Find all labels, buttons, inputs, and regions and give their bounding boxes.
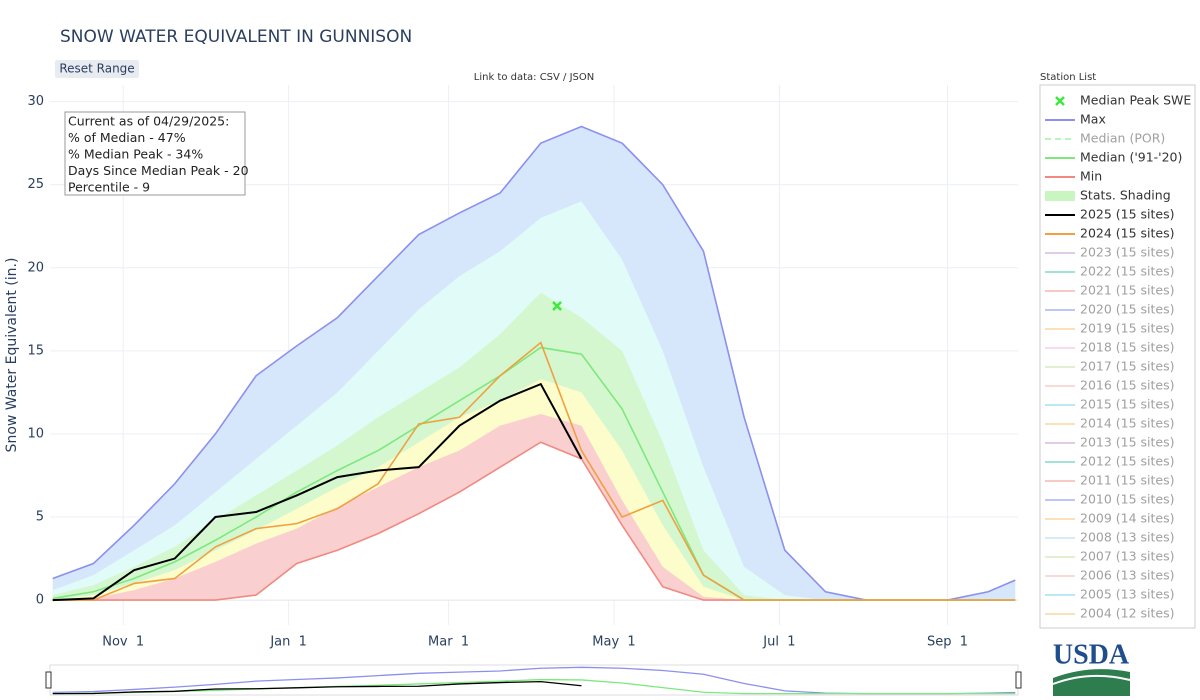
series-line — [52, 341, 1016, 601]
legend-item[interactable]: Stats. Shading — [1045, 188, 1171, 203]
legend-label: Median (POR) — [1080, 131, 1165, 146]
y-tick-label: 25 — [27, 177, 44, 192]
logo-graphic — [1053, 669, 1130, 696]
legend-title: Station List — [1040, 72, 1096, 83]
legend-item[interactable]: 2016 (15 sites) — [1045, 378, 1175, 393]
legend-item[interactable]: 2009 (14 sites) — [1045, 511, 1175, 526]
legend-item[interactable]: 2019 (15 sites) — [1045, 321, 1175, 336]
legend-item[interactable]: 2024 (15 sites) — [1045, 226, 1175, 241]
legend-item[interactable]: Median Peak SWE — [1055, 93, 1191, 108]
x-tick-label: Mar 1 — [428, 635, 469, 650]
series-line — [52, 382, 583, 602]
x-tick-label: May 1 — [592, 635, 635, 650]
plot-area — [50, 85, 1018, 625]
legend-label: 2005 (13 sites) — [1080, 587, 1175, 602]
slider-line — [52, 678, 1016, 695]
legend-label: 2025 (15 sites) — [1080, 207, 1175, 222]
legend-item[interactable]: 2015 (15 sites) — [1045, 397, 1175, 412]
legend-item[interactable]: 2018 (15 sites) — [1045, 340, 1175, 355]
slider-handle[interactable] — [45, 671, 52, 689]
legend-item[interactable]: 2010 (15 sites) — [1045, 492, 1175, 507]
data-link[interactable]: Link to data: CSV / JSON — [474, 72, 595, 83]
stats-shading — [52, 442, 1016, 601]
annotation-line: % Median Peak - 34% — [68, 147, 203, 162]
legend-item[interactable]: 2020 (15 sites) — [1045, 302, 1175, 317]
legend-label: 2017 (15 sites) — [1080, 359, 1175, 374]
annotation-line: Percentile - 9 — [68, 180, 150, 195]
legend-item[interactable]: 2007 (13 sites) — [1045, 549, 1175, 564]
legend-item[interactable]: 2017 (15 sites) — [1045, 359, 1175, 374]
y-tick-label: 10 — [27, 426, 44, 441]
legend-label: 2004 (12 sites) — [1080, 606, 1175, 621]
legend-label: 2008 (13 sites) — [1080, 530, 1175, 545]
legend-label: Min — [1080, 169, 1102, 184]
legend-label: Median ('91-'20) — [1080, 150, 1182, 165]
y-tick-label: 5 — [36, 510, 44, 525]
y-tick-label: 20 — [27, 260, 44, 275]
legend-box — [1039, 84, 1196, 629]
logo-graphic — [1052, 674, 1131, 685]
legend-item[interactable]: 2013 (15 sites) — [1045, 435, 1175, 450]
annotation-line: Days Since Median Peak - 20 — [68, 163, 249, 178]
legend-label: 2022 (15 sites) — [1080, 264, 1175, 279]
legend-label: 2016 (15 sites) — [1080, 378, 1175, 393]
legend-label: 2014 (15 sites) — [1080, 416, 1175, 431]
legend-item[interactable]: Min — [1045, 169, 1102, 184]
legend-item[interactable]: Max — [1045, 112, 1106, 127]
legend-item[interactable]: 2025 (15 sites) — [1045, 207, 1175, 222]
legend-item[interactable]: 2014 (15 sites) — [1045, 416, 1175, 431]
legend-label: Stats. Shading — [1080, 188, 1171, 203]
legend-item[interactable]: 2012 (15 sites) — [1045, 454, 1175, 469]
median-peak-marker — [552, 301, 562, 311]
logo-text: USDA — [1053, 639, 1130, 670]
x-tick-label: Sep 1 — [927, 635, 968, 650]
annotation-line: % of Median - 47% — [68, 130, 186, 145]
legend-label: Median Peak SWE — [1080, 93, 1191, 108]
legend-label: 2010 (15 sites) — [1080, 492, 1175, 507]
legend-item[interactable]: 2022 (15 sites) — [1045, 264, 1175, 279]
slider-line — [52, 680, 582, 695]
legend-label: 2018 (15 sites) — [1080, 340, 1175, 355]
legend-symbol — [1045, 191, 1075, 201]
legend-label: 2006 (13 sites) — [1080, 568, 1175, 583]
legend-label: 2020 (15 sites) — [1080, 302, 1175, 317]
y-axis-label: Snow Water Equivalent (in.) — [4, 258, 20, 453]
legend-item[interactable]: 2008 (13 sites) — [1045, 530, 1175, 545]
legend-label: 2021 (15 sites) — [1080, 283, 1175, 298]
legend-item[interactable]: Median (POR) — [1045, 131, 1165, 146]
legend-label: 2015 (15 sites) — [1080, 397, 1175, 412]
reset-button-label[interactable]: Reset Range — [59, 62, 134, 76]
legend-item[interactable]: 2004 (12 sites) — [1045, 606, 1175, 621]
y-tick-label: 15 — [27, 343, 44, 358]
reset-button[interactable] — [55, 60, 139, 78]
x-tick-label: Jul 1 — [762, 635, 795, 650]
x-tick-label: Nov 1 — [102, 635, 144, 650]
annotation-box — [64, 111, 246, 196]
slider-handle[interactable] — [1015, 671, 1022, 689]
legend-label: 2023 (15 sites) — [1080, 245, 1175, 260]
legend-item[interactable]: 2006 (13 sites) — [1045, 568, 1175, 583]
y-tick-label: 30 — [27, 94, 44, 109]
chart-title: SNOW WATER EQUIVALENT IN GUNNISON — [60, 27, 412, 47]
legend-item[interactable]: 2021 (15 sites) — [1045, 283, 1175, 298]
legend-label: Max — [1080, 112, 1106, 127]
annotation-line: Current as of 04/29/2025: — [68, 114, 229, 129]
legend-item[interactable]: Median ('91-'20) — [1045, 150, 1182, 165]
legend-label: 2007 (13 sites) — [1080, 549, 1175, 564]
legend-label: 2009 (14 sites) — [1080, 511, 1175, 526]
legend-label: 2012 (15 sites) — [1080, 454, 1175, 469]
y-tick-label: 0 — [36, 593, 44, 608]
legend-label: 2011 (15 sites) — [1080, 473, 1175, 488]
legend-item[interactable]: 2005 (13 sites) — [1045, 587, 1175, 602]
legend-item[interactable]: 2011 (15 sites) — [1045, 473, 1175, 488]
legend-label: 2013 (15 sites) — [1080, 435, 1175, 450]
legend-label: 2019 (15 sites) — [1080, 321, 1175, 336]
x-tick-label: Jan 1 — [269, 635, 307, 650]
legend-item[interactable]: 2023 (15 sites) — [1045, 245, 1175, 260]
usda-logo: USDA — [1052, 639, 1131, 696]
legend-symbol — [1055, 96, 1065, 106]
legend-label: 2024 (15 sites) — [1080, 226, 1175, 241]
